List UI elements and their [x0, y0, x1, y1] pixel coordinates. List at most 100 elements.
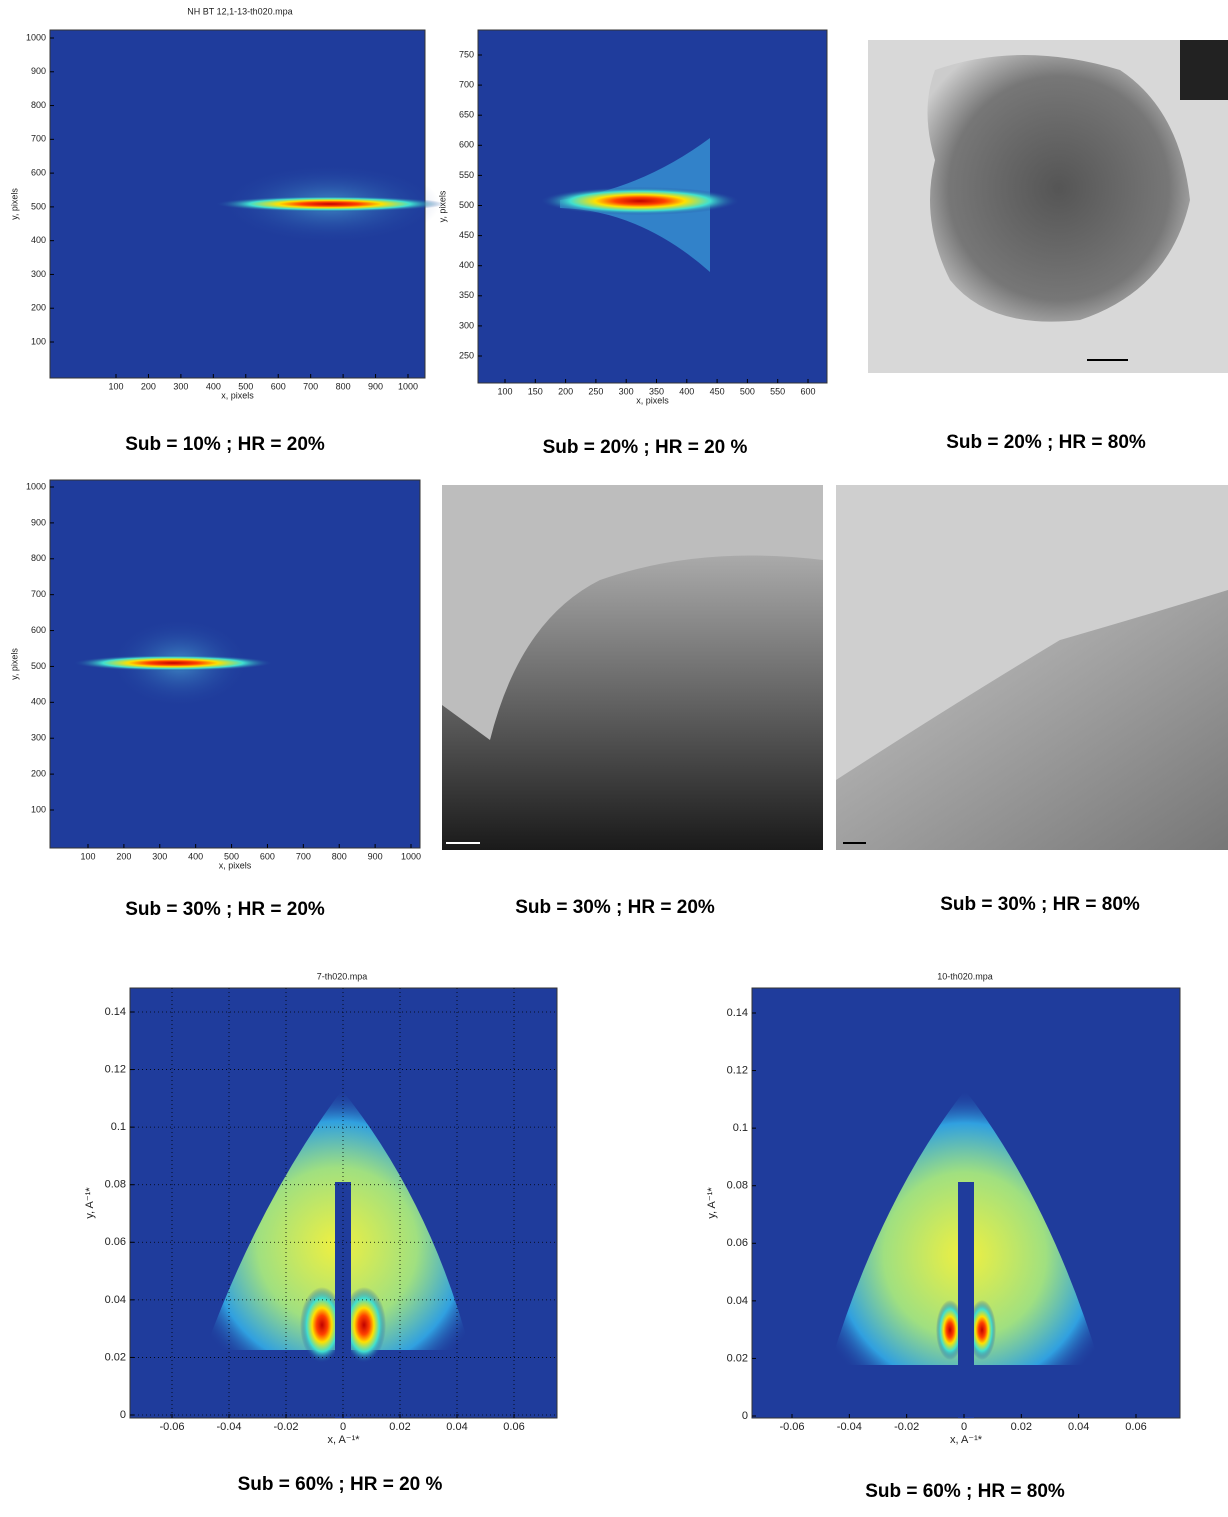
y-tick-label: 750 [459, 49, 474, 59]
x-tick-label: 200 [141, 381, 156, 391]
caption: Sub = 10% ; HR = 20% [125, 434, 325, 455]
x-tick-label: 600 [260, 851, 275, 861]
y-tick-label: 300 [31, 733, 46, 743]
y-tick-label: 100 [31, 336, 46, 346]
y-tick-label: 0.1 [733, 1122, 748, 1134]
x-tick-label: 250 [588, 386, 603, 396]
y-tick-label: 0.08 [727, 1180, 748, 1192]
x-tick-label: 0 [340, 1421, 346, 1433]
x-tick-label: 300 [619, 386, 634, 396]
plot-title: 7-th020.mpa [317, 971, 368, 981]
x-tick-label: 0.02 [1011, 1421, 1032, 1433]
x-tick-label: 400 [188, 851, 203, 861]
caption: Sub = 60% ; HR = 20 % [238, 1474, 443, 1495]
x-tick-label: 100 [80, 851, 95, 861]
y-tick-label: 0.14 [727, 1007, 748, 1019]
y-tick-label: 600 [459, 140, 474, 150]
y-tick-label: 500 [31, 201, 46, 211]
y-tick-label: 350 [459, 290, 474, 300]
y-tick-label: 0.14 [105, 1006, 126, 1018]
particle [1180, 40, 1228, 100]
caption: Sub = 20% ; HR = 20 % [543, 437, 748, 458]
plot-title: NH BT 12,1-13-th020.mpa [187, 6, 292, 16]
y-axis-label: y, pixels [437, 190, 447, 222]
x-axis-label: x, pixels [221, 390, 254, 400]
y-tick-label: 100 [31, 804, 46, 814]
y-tick-label: 900 [31, 66, 46, 76]
y-tick-label: 0 [120, 1409, 126, 1421]
y-tick-label: 0.04 [727, 1295, 748, 1307]
y-tick-label: 450 [459, 230, 474, 240]
x-tick-label: 550 [770, 386, 785, 396]
y-tick-label: 0.04 [105, 1294, 126, 1306]
y-tick-label: 600 [31, 625, 46, 635]
x-tick-label: 0 [961, 1421, 967, 1433]
y-tick-label: 550 [459, 170, 474, 180]
y-tick-label: 0.1 [111, 1121, 126, 1133]
particle [836, 590, 1228, 850]
y-tick-label: 400 [31, 697, 46, 707]
scatter-peak [968, 1300, 996, 1360]
x-tick-label: 200 [558, 386, 573, 396]
x-tick-label: 100 [108, 381, 123, 391]
y-tick-label: 400 [31, 235, 46, 245]
tem-image [836, 485, 1228, 850]
x-tick-label: 700 [303, 381, 318, 391]
x-tick-label: 500 [740, 386, 755, 396]
y-tick-label: 200 [31, 303, 46, 313]
x-tick-label: 300 [173, 381, 188, 391]
x-axis-label: x, A⁻¹* [950, 1434, 983, 1446]
y-axis-label: y, pixels [9, 188, 19, 220]
particle [927, 55, 1190, 322]
scatter-streak [215, 196, 445, 212]
heatmap [751, 987, 1181, 1419]
heatmap [129, 987, 558, 1419]
y-tick-label: 650 [459, 110, 474, 120]
heatmap [477, 29, 828, 384]
x-tick-label: 900 [368, 381, 383, 391]
scatter-streak [73, 655, 273, 671]
tem-image [868, 40, 1228, 373]
x-tick-label: -0.06 [159, 1421, 184, 1433]
y-tick-label: 0.06 [105, 1236, 126, 1248]
y-tick-label: 800 [31, 553, 46, 563]
x-tick-label: 400 [206, 381, 221, 391]
caption: Sub = 30% ; HR = 20% [125, 899, 325, 920]
tem-image [442, 485, 823, 850]
x-tick-label: -0.04 [837, 1421, 862, 1433]
y-tick-label: 400 [459, 260, 474, 270]
y-tick-label: 0.08 [105, 1179, 126, 1191]
x-tick-label: 350 [649, 386, 664, 396]
x-tick-label: 300 [152, 851, 167, 861]
x-tick-label: -0.02 [894, 1421, 919, 1433]
scatter-peak [300, 1287, 344, 1363]
x-tick-label: 400 [679, 386, 694, 396]
y-tick-label: 800 [31, 100, 46, 110]
y-tick-label: 300 [31, 269, 46, 279]
x-tick-label: 200 [116, 851, 131, 861]
particle [442, 555, 823, 850]
y-axis-label: y, A⁻¹* [706, 1187, 718, 1219]
caption: Sub = 20% ; HR = 80% [946, 432, 1146, 453]
beam-stop [958, 1182, 974, 1418]
y-tick-label: 0.06 [727, 1237, 748, 1249]
x-tick-label: 500 [238, 381, 253, 391]
x-tick-label: 800 [332, 851, 347, 861]
y-tick-label: 700 [459, 79, 474, 89]
y-tick-label: 0 [742, 1410, 748, 1422]
y-tick-label: 500 [459, 200, 474, 210]
x-tick-label: 450 [710, 386, 725, 396]
x-tick-label: 0.04 [446, 1421, 467, 1433]
heatmap [49, 29, 445, 379]
x-tick-label: 800 [336, 381, 351, 391]
x-tick-label: 100 [497, 386, 512, 396]
y-tick-label: 1000 [26, 32, 46, 42]
y-tick-label: 600 [31, 167, 46, 177]
x-tick-label: 0.02 [389, 1421, 410, 1433]
y-tick-label: 900 [31, 517, 46, 527]
x-axis-label: x, pixels [219, 860, 252, 870]
x-tick-label: 500 [224, 851, 239, 861]
x-tick-label: 1000 [398, 381, 418, 391]
y-tick-label: 0.12 [105, 1063, 126, 1075]
